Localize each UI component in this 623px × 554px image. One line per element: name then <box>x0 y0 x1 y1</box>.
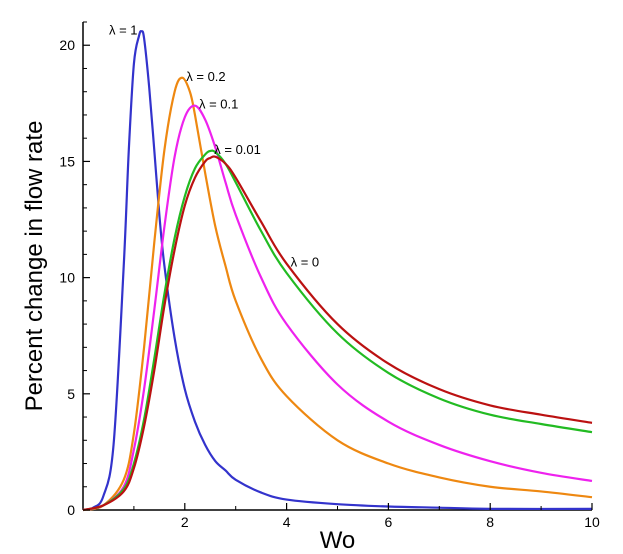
y-tick-label: 10 <box>59 270 75 286</box>
series-line-3 <box>82 149 593 512</box>
y-tick-label: 0 <box>67 502 75 518</box>
x-tick-label: 10 <box>584 514 600 530</box>
x-axis-ticks: 2 4 6 8 10 <box>133 503 600 530</box>
x-tick-label: 6 <box>385 514 393 530</box>
series-label-0: λ = 1 <box>109 22 138 37</box>
series-line-2 <box>82 104 593 512</box>
y-tick-label: 15 <box>59 153 75 169</box>
series-label-3: λ = 0.01 <box>214 142 261 157</box>
x-tick-label: 2 <box>181 514 189 530</box>
series-label-2: λ = 0.1 <box>199 97 238 112</box>
y-axis-ticks: 0 5 10 15 20 <box>59 21 90 518</box>
series-line-4 <box>82 155 593 512</box>
series-line-0 <box>82 30 593 512</box>
x-axis-title: Wo <box>320 527 356 554</box>
y-tick-label: 5 <box>67 386 75 402</box>
y-axis-title: Percent change in flow rate <box>21 121 48 412</box>
series-layer <box>82 30 593 512</box>
series-labels: λ = 1 λ = 0.2 λ = 0.1 λ = 0.01 λ = 0 <box>109 22 319 269</box>
series-label-1: λ = 0.2 <box>186 69 225 84</box>
x-tick-label: 8 <box>486 514 494 530</box>
y-tick-label: 20 <box>59 37 75 53</box>
series-line-1 <box>82 76 593 512</box>
x-tick-label: 4 <box>283 514 291 530</box>
series-label-4: λ = 0 <box>291 255 320 270</box>
